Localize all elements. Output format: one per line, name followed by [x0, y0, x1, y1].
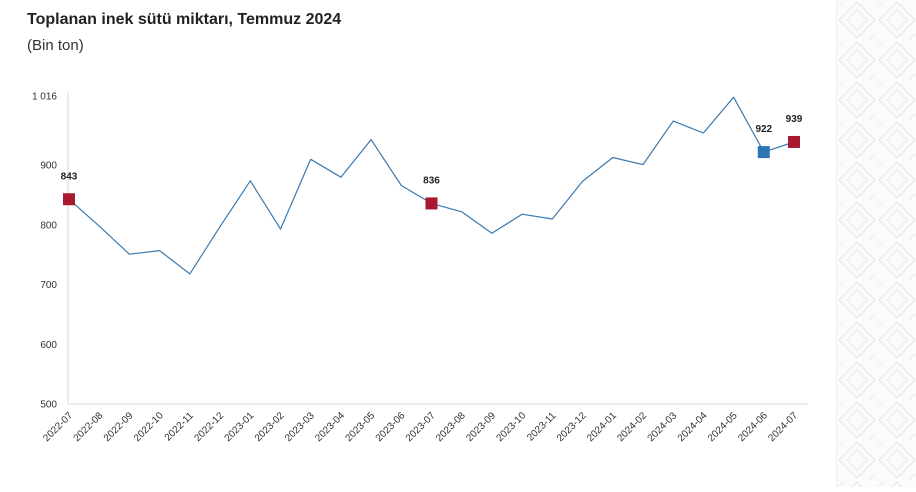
x-tick-label: 2023-02	[253, 410, 287, 444]
geometric-pattern	[837, 0, 916, 487]
x-tick-label: 2022-11	[163, 410, 197, 444]
x-tick-label: 2024-03	[646, 410, 680, 444]
data-label: 843	[61, 171, 78, 182]
x-tick-label: 2023-07	[404, 410, 438, 444]
x-tick-label: 2024-06	[736, 410, 770, 444]
data-label: 836	[423, 175, 440, 186]
x-tick-label: 2023-05	[343, 410, 377, 444]
x-tick-labels: 2022-072022-082022-092022-102022-112022-…	[41, 410, 800, 444]
x-tick-label: 2023-10	[495, 410, 529, 444]
data-label: 922	[755, 124, 772, 135]
x-tick-label: 2023-08	[434, 410, 468, 444]
chart-subtitle: (Bin ton)	[27, 37, 84, 54]
y-tick-labels: 500 600 700 800 900 1 016	[32, 92, 57, 411]
decorative-pattern-panel	[836, 0, 916, 487]
highlight-marker	[63, 193, 75, 206]
y-tick-label: 500	[40, 400, 57, 411]
x-tick-label: 2024-02	[615, 410, 649, 444]
x-tick-label: 2022-08	[72, 410, 106, 444]
highlight-marker	[788, 135, 800, 148]
x-tick-label: 2024-04	[676, 410, 710, 444]
x-tick-label: 2022-10	[132, 410, 166, 444]
y-tick-label: 900	[40, 161, 57, 172]
x-tick-label: 2022-07	[41, 410, 75, 444]
x-tick-label: 2024-05	[706, 410, 740, 444]
x-tick-label: 2023-12	[555, 410, 589, 444]
data-label: 939	[786, 114, 803, 125]
highlight-markers: 843 836 922 939	[61, 114, 803, 210]
x-tick-label: 2023-11	[525, 410, 559, 444]
highlight-marker	[425, 197, 438, 210]
chart-panel: Toplanan inek sütü miktarı, Temmuz 2024 …	[27, 11, 808, 445]
x-tick-label: 2024-07	[766, 410, 800, 444]
x-tick-label: 2022-09	[102, 410, 136, 444]
x-tick-label: 2023-03	[283, 410, 317, 444]
x-tick-label: 2023-04	[313, 410, 347, 444]
x-tick-label: 2022-12	[192, 410, 226, 444]
chart-title: Toplanan inek sütü miktarı, Temmuz 2024	[27, 11, 342, 28]
x-tick-label: 2023-09	[464, 410, 498, 444]
y-tick-label: 1 016	[32, 92, 57, 103]
y-tick-label: 700	[40, 280, 57, 291]
y-tick-label: 600	[40, 340, 57, 351]
x-tick-label: 2024-01	[585, 410, 619, 444]
x-tick-label: 2023-01	[223, 410, 257, 444]
y-tick-label: 800	[40, 220, 57, 231]
x-tick-label: 2023-06	[374, 410, 408, 444]
highlight-marker	[757, 146, 770, 159]
